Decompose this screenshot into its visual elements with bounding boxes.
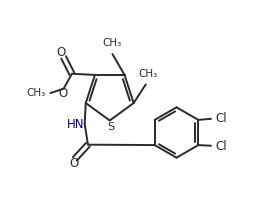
Text: O: O	[70, 157, 79, 170]
Text: CH₃: CH₃	[103, 38, 122, 48]
Text: CH₃: CH₃	[27, 88, 46, 98]
Text: HN: HN	[67, 118, 84, 131]
Text: S: S	[107, 122, 114, 132]
Text: Cl: Cl	[215, 112, 227, 125]
Text: Cl: Cl	[215, 140, 227, 153]
Text: O: O	[58, 87, 67, 100]
Text: O: O	[56, 46, 66, 59]
Text: CH₃: CH₃	[138, 69, 157, 79]
